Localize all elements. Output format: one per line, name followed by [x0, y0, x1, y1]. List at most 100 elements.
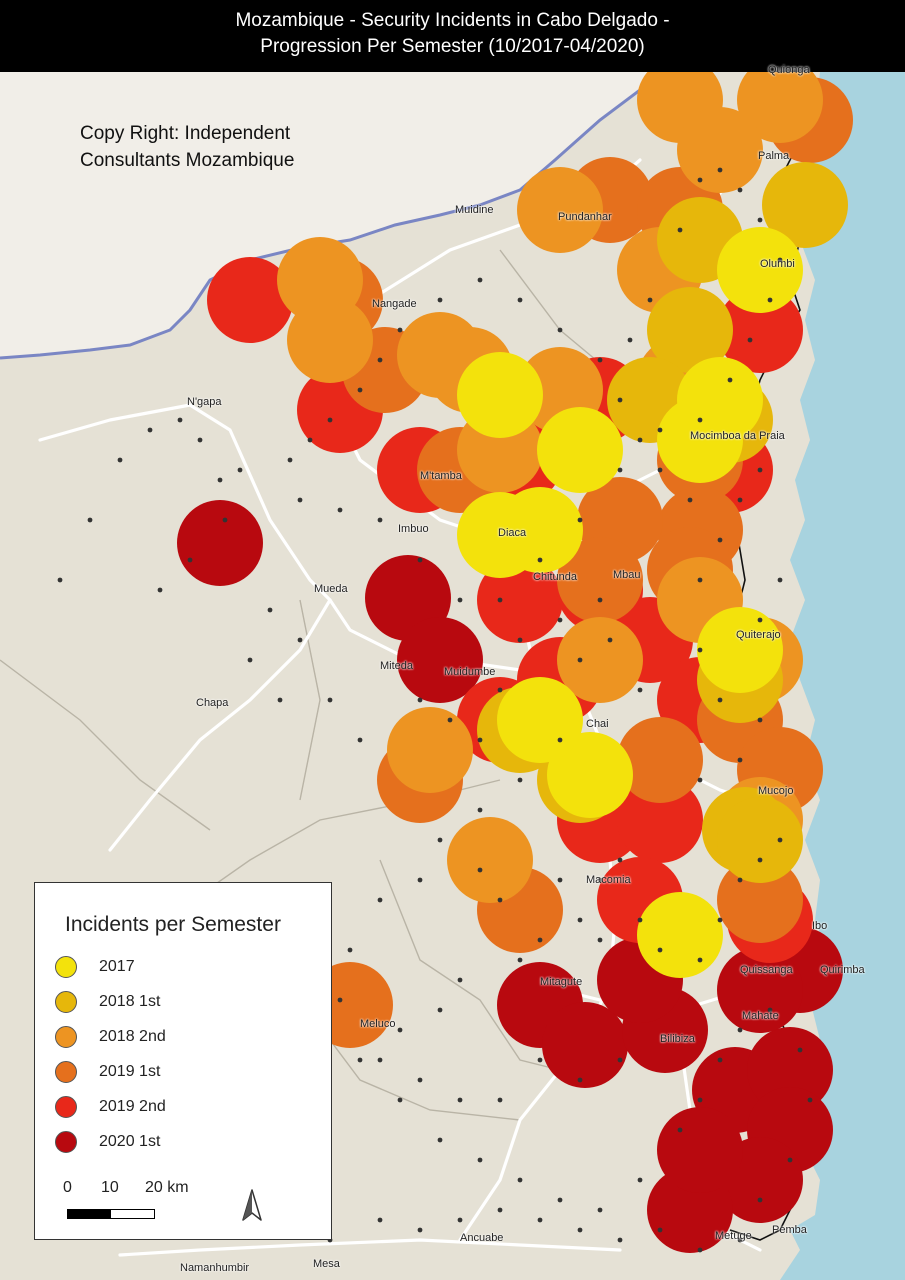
scale-bar-segment-white	[111, 1210, 154, 1218]
place-label-mucojo: Mucojo	[758, 785, 794, 797]
settlement-dot	[517, 637, 523, 643]
settlement-dot	[607, 637, 613, 643]
settlement-dot	[727, 377, 733, 383]
incident-circle	[617, 777, 703, 863]
settlement-dot	[697, 577, 703, 583]
settlement-dot	[517, 957, 523, 963]
settlement-dot	[687, 497, 693, 503]
settlement-dot	[597, 877, 603, 883]
settlement-dot	[657, 947, 663, 953]
settlement-dot	[57, 577, 63, 583]
settlement-dot	[222, 517, 228, 523]
settlement-dot	[617, 857, 623, 863]
settlement-dot	[717, 167, 723, 173]
settlement-dot	[87, 517, 93, 523]
settlement-dot	[647, 297, 653, 303]
place-label-macomia: Macomia	[586, 874, 631, 886]
place-label-chapa: Chapa	[196, 697, 229, 709]
settlement-dot	[717, 917, 723, 923]
incident-circle	[457, 492, 543, 578]
legend-item-2020-1st: 2020 1st	[55, 1129, 160, 1155]
settlement-dot	[457, 1217, 463, 1223]
settlement-dot	[477, 867, 483, 873]
settlement-dot	[457, 597, 463, 603]
settlement-dot	[277, 697, 283, 703]
place-label-miteda: Miteda	[380, 660, 414, 672]
settlement-dot	[417, 697, 423, 703]
settlement-dot	[777, 837, 783, 843]
settlement-dot	[737, 757, 743, 763]
settlement-dot	[717, 1057, 723, 1063]
incident-circle	[397, 617, 483, 703]
settlement-dot	[437, 1007, 443, 1013]
settlement-dot	[147, 427, 153, 433]
settlement-dot	[417, 1227, 423, 1233]
settlement-dot	[737, 497, 743, 503]
settlement-dot	[497, 597, 503, 603]
settlement-dot	[377, 897, 383, 903]
scale-bar	[67, 1209, 155, 1219]
incident-circle	[737, 57, 823, 143]
settlement-dot	[517, 1177, 523, 1183]
incident-circle	[387, 707, 473, 793]
legend-label-2018-2nd: 2018 2nd	[99, 1028, 166, 1045]
north-arrow-icon	[242, 1189, 262, 1221]
incident-circle	[617, 717, 703, 803]
tanzania-land	[0, 72, 660, 358]
place-label-bilibiza: Bilibiza	[660, 1033, 695, 1045]
settlement-dot	[617, 397, 623, 403]
place-label-mahate: Mahate	[742, 1010, 779, 1022]
settlement-dot	[677, 1127, 683, 1133]
settlement-dot	[477, 277, 483, 283]
title-line-1: Mozambique - Security Incidents in Cabo …	[235, 10, 670, 31]
place-label-mesa: Mesa	[313, 1258, 340, 1270]
place-label-chai: Chai	[586, 718, 609, 730]
settlement-dot	[807, 1097, 813, 1103]
incident-circle	[447, 817, 533, 903]
legend-item-2019-1st: 2019 1st	[55, 1059, 160, 1085]
settlement-dot	[577, 1227, 583, 1233]
settlement-dot	[757, 217, 763, 223]
settlement-dot	[327, 697, 333, 703]
place-label-pundanhar: Pundanhar	[558, 211, 612, 223]
place-label-imbuo: Imbuo	[398, 523, 429, 535]
settlement-dot	[377, 1057, 383, 1063]
scale-label-0: 0	[63, 1179, 72, 1196]
settlement-dot	[237, 467, 243, 473]
settlement-dot	[697, 417, 703, 423]
settlement-dot	[497, 1097, 503, 1103]
place-label-palma: Palma	[758, 150, 790, 162]
settlement-dot	[457, 977, 463, 983]
incident-circle	[647, 287, 733, 373]
settlement-dot	[557, 1197, 563, 1203]
settlement-dot	[697, 957, 703, 963]
settlement-dot	[637, 687, 643, 693]
place-label-quiterajo: Quiterajo	[736, 629, 781, 641]
legend-swatch-2020-1st	[55, 1131, 77, 1153]
settlement-dot	[117, 457, 123, 463]
settlement-dot	[327, 417, 333, 423]
settlement-dot	[307, 437, 313, 443]
settlement-dot	[577, 917, 583, 923]
place-label-quissanga: Quissanga	[740, 964, 793, 976]
settlement-dot	[757, 857, 763, 863]
settlement-dot	[747, 337, 753, 343]
incident-circle	[717, 797, 803, 883]
settlement-dot	[557, 877, 563, 883]
settlement-dot	[497, 1207, 503, 1213]
copyright-line-1: Copy Right: Independent	[80, 123, 291, 144]
settlement-dot	[217, 477, 223, 483]
settlement-dot	[697, 777, 703, 783]
settlement-dot	[757, 467, 763, 473]
settlement-dot	[477, 807, 483, 813]
legend-item-2018-2nd: 2018 2nd	[55, 1024, 166, 1050]
legend-swatch-2017	[55, 956, 77, 978]
settlement-dot	[557, 327, 563, 333]
settlement-dot	[477, 1157, 483, 1163]
settlement-dot	[377, 1217, 383, 1223]
settlement-dot	[657, 467, 663, 473]
settlement-dot	[697, 1247, 703, 1253]
settlement-dot	[377, 517, 383, 523]
incident-circle	[557, 537, 643, 623]
